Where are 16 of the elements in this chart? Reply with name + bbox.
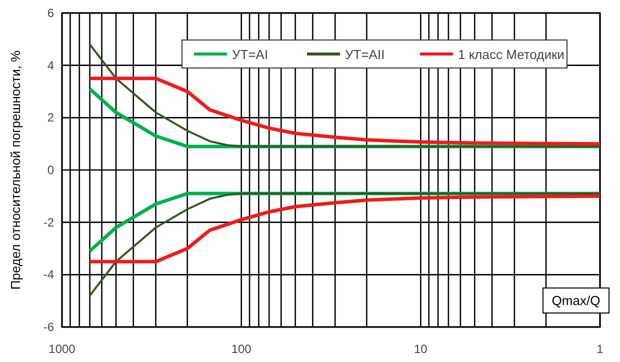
y-tick-label: 4 [47, 58, 54, 72]
x-tick-label: 100 [231, 342, 252, 356]
y-tick-label: 2 [47, 110, 54, 125]
x-tick-label: 1 [596, 342, 604, 356]
x-tick-label: 10 [414, 342, 428, 356]
x-axis-title: Qmax/Q [552, 293, 600, 308]
legend-label: 1 класс Методики [458, 47, 564, 62]
y-tick-label: 0 [47, 163, 54, 177]
y-tick-label: -4 [43, 268, 54, 282]
y-tick-label: 6 [47, 6, 54, 20]
legend-label: УТ=AII [345, 47, 385, 62]
y-tick-label: -2 [43, 215, 54, 230]
x-tick-label: 1000 [48, 342, 76, 356]
y-tick-label: -6 [43, 320, 54, 334]
y-axis-title: Предел относительной погрешности, % [8, 50, 23, 290]
legend-label: УТ=AI [232, 47, 268, 62]
